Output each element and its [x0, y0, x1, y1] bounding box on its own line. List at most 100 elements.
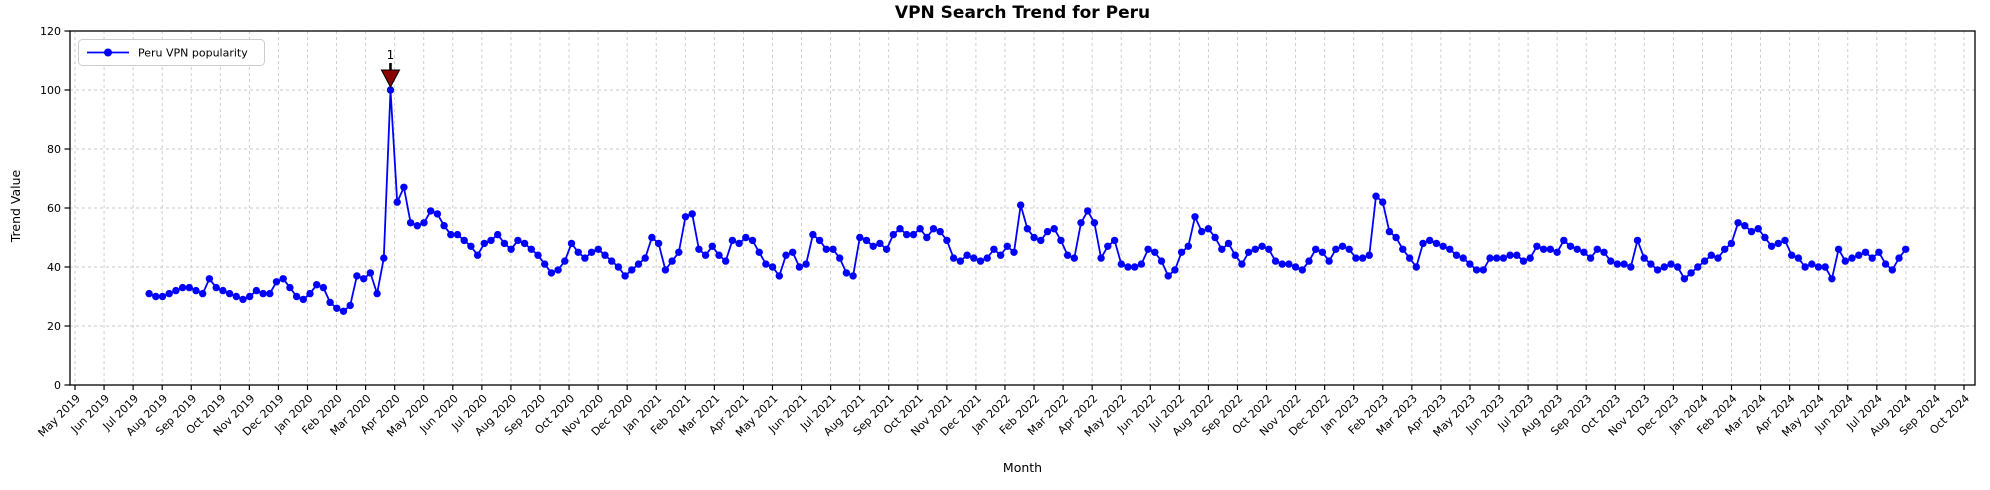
data-point: [507, 245, 515, 253]
data-point: [1774, 239, 1783, 248]
data-point: [929, 225, 938, 233]
data-point: [1734, 219, 1742, 227]
data-point: [1124, 263, 1132, 271]
data-point: [916, 225, 924, 233]
data-point: [534, 251, 542, 259]
data-point: [1539, 245, 1548, 253]
data-point: [1841, 257, 1850, 265]
data-point: [246, 292, 254, 301]
data-point: [1848, 254, 1856, 262]
data-point: [634, 260, 643, 268]
data-point: [1305, 257, 1313, 265]
data-point: [494, 230, 502, 239]
data-point: [715, 251, 723, 259]
data-point: [1727, 239, 1736, 248]
data-point: [1131, 263, 1139, 271]
data-point: [1439, 242, 1447, 250]
data-point: [1385, 227, 1394, 236]
data-point: [949, 254, 958, 262]
data-point: [1653, 266, 1662, 274]
data-point: [1432, 239, 1441, 248]
data-point: [1298, 266, 1307, 274]
data-point: [1868, 254, 1876, 262]
data-point: [1861, 248, 1870, 256]
data-point: [373, 289, 381, 298]
data-point: [239, 295, 247, 304]
data-point: [1754, 225, 1762, 233]
data-point: [1607, 257, 1615, 265]
data-point: [1721, 245, 1729, 253]
data-point: [909, 230, 918, 239]
data-point: [963, 251, 971, 259]
data-point: [1285, 260, 1293, 268]
data-point: [1164, 272, 1172, 280]
data-point: [601, 251, 609, 259]
data-point: [836, 254, 844, 262]
data-point: [1499, 254, 1508, 262]
data-point: [346, 301, 354, 310]
data-point: [1265, 245, 1273, 253]
data-point: [1781, 236, 1789, 245]
data-point: [1332, 245, 1340, 253]
data-point: [1446, 245, 1454, 253]
data-point: [561, 257, 569, 265]
data-point: [1117, 260, 1126, 268]
data-point: [520, 239, 529, 248]
data-point: [1399, 245, 1407, 253]
data-point: [1902, 245, 1910, 253]
data-point: [353, 272, 361, 280]
data-point: [1412, 263, 1421, 271]
trend-line: [148, 89, 1907, 313]
data-point: [1707, 251, 1716, 259]
data-point: [1184, 242, 1193, 250]
data-point: [1157, 257, 1166, 265]
data-point: [1258, 242, 1266, 250]
data-point: [313, 281, 321, 289]
data-point: [1043, 227, 1052, 236]
data-point: [554, 266, 562, 274]
data-point: [1794, 254, 1803, 262]
data-point: [1070, 254, 1079, 262]
data-point: [172, 286, 180, 295]
data-point: [782, 251, 790, 259]
data-point: [1613, 260, 1622, 268]
data-point: [708, 242, 716, 250]
data-point: [661, 266, 670, 274]
data-point: [1600, 248, 1608, 256]
data-point: [1171, 266, 1179, 274]
data-point: [815, 236, 824, 245]
data-point: [447, 230, 455, 239]
chart-title: VPN Search Trend for Peru: [894, 3, 1151, 23]
data-point: [259, 289, 267, 298]
data-point: [1821, 263, 1829, 271]
data-point: [1533, 242, 1541, 250]
data-point: [286, 283, 294, 292]
data-point: [433, 210, 442, 218]
data-point: [1251, 245, 1260, 253]
data-point: [1077, 219, 1085, 227]
data-point: [1506, 251, 1514, 259]
annotation-label: 1: [387, 48, 395, 62]
data-point: [279, 275, 287, 283]
data-point: [333, 304, 341, 312]
data-point: [1620, 260, 1628, 268]
data-point: [1224, 239, 1233, 248]
data-point: [970, 254, 978, 262]
data-point: [567, 239, 576, 248]
data-point: [903, 230, 911, 239]
data-point: [882, 245, 891, 253]
data-point: [1238, 260, 1246, 268]
data-point: [1700, 257, 1709, 265]
data-point: [427, 207, 435, 215]
data-point: [1030, 233, 1038, 242]
y-tick-label: 60: [47, 202, 61, 215]
data-point: [829, 245, 837, 253]
data-point: [1372, 192, 1380, 200]
data-point: [688, 210, 696, 218]
data-point: [386, 86, 395, 94]
y-tick-label: 40: [47, 261, 61, 274]
data-point: [1419, 239, 1427, 248]
data-point: [775, 272, 783, 280]
data-point: [178, 283, 187, 292]
